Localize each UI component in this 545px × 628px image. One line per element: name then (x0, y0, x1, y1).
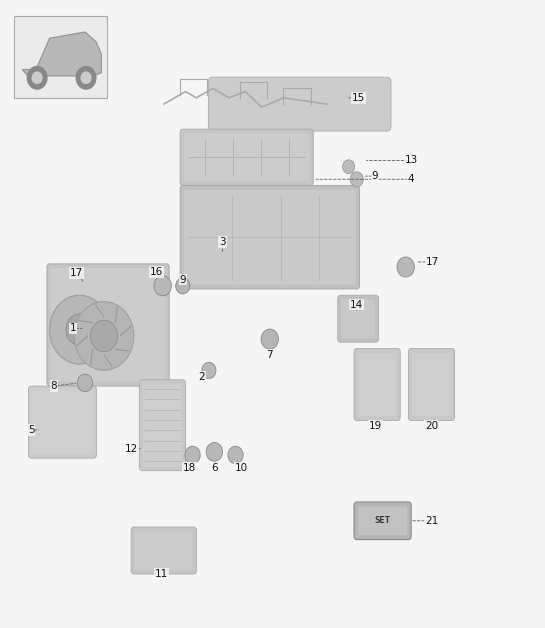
Circle shape (261, 329, 278, 349)
FancyBboxPatch shape (208, 77, 391, 131)
FancyBboxPatch shape (354, 502, 411, 539)
Text: 12: 12 (125, 444, 138, 453)
FancyBboxPatch shape (338, 295, 379, 342)
Circle shape (202, 362, 216, 379)
FancyBboxPatch shape (412, 353, 451, 416)
Circle shape (90, 320, 118, 352)
FancyBboxPatch shape (184, 134, 310, 181)
Circle shape (350, 172, 364, 187)
Circle shape (74, 301, 134, 371)
FancyBboxPatch shape (135, 531, 192, 570)
FancyBboxPatch shape (47, 264, 169, 386)
Text: 19: 19 (369, 421, 383, 431)
Text: 6: 6 (211, 463, 217, 473)
Text: 7: 7 (267, 350, 273, 360)
FancyBboxPatch shape (131, 527, 196, 574)
Text: 17: 17 (426, 257, 439, 267)
Text: 11: 11 (154, 569, 168, 579)
Text: 5: 5 (28, 425, 34, 435)
Circle shape (76, 67, 96, 89)
Text: 9: 9 (371, 171, 378, 181)
Text: 4: 4 (408, 175, 414, 184)
FancyBboxPatch shape (28, 386, 96, 458)
FancyBboxPatch shape (180, 185, 360, 289)
Text: 13: 13 (404, 156, 418, 166)
FancyBboxPatch shape (354, 349, 400, 421)
Circle shape (228, 447, 243, 463)
Text: 15: 15 (352, 93, 365, 103)
Circle shape (27, 67, 47, 89)
Circle shape (185, 447, 200, 463)
Circle shape (154, 276, 171, 296)
Circle shape (343, 160, 355, 173)
Circle shape (32, 72, 42, 84)
Circle shape (397, 257, 414, 277)
Text: 3: 3 (219, 237, 226, 247)
Text: 10: 10 (235, 463, 248, 473)
FancyBboxPatch shape (51, 268, 166, 382)
FancyBboxPatch shape (408, 349, 455, 421)
Circle shape (206, 443, 222, 461)
Text: 18: 18 (183, 463, 197, 473)
FancyBboxPatch shape (143, 384, 181, 466)
FancyBboxPatch shape (180, 129, 313, 185)
Circle shape (66, 314, 93, 345)
FancyBboxPatch shape (184, 190, 356, 284)
Circle shape (77, 374, 93, 392)
Text: 21: 21 (425, 516, 438, 526)
Text: 8: 8 (51, 381, 57, 391)
FancyBboxPatch shape (140, 380, 185, 470)
Polygon shape (22, 32, 101, 76)
Text: 1: 1 (70, 323, 76, 333)
Text: 17: 17 (70, 268, 83, 278)
FancyBboxPatch shape (358, 353, 396, 416)
Text: 20: 20 (425, 421, 438, 431)
Bar (14, 16, 107, 98)
Circle shape (81, 72, 91, 84)
FancyBboxPatch shape (358, 506, 407, 535)
Text: 2: 2 (198, 372, 205, 382)
Circle shape (175, 278, 190, 294)
Text: 16: 16 (150, 267, 163, 277)
Text: 9: 9 (179, 274, 186, 284)
FancyBboxPatch shape (32, 391, 93, 454)
Circle shape (50, 295, 110, 364)
Text: SET: SET (375, 516, 391, 525)
FancyBboxPatch shape (342, 300, 375, 338)
Text: 14: 14 (350, 300, 364, 310)
